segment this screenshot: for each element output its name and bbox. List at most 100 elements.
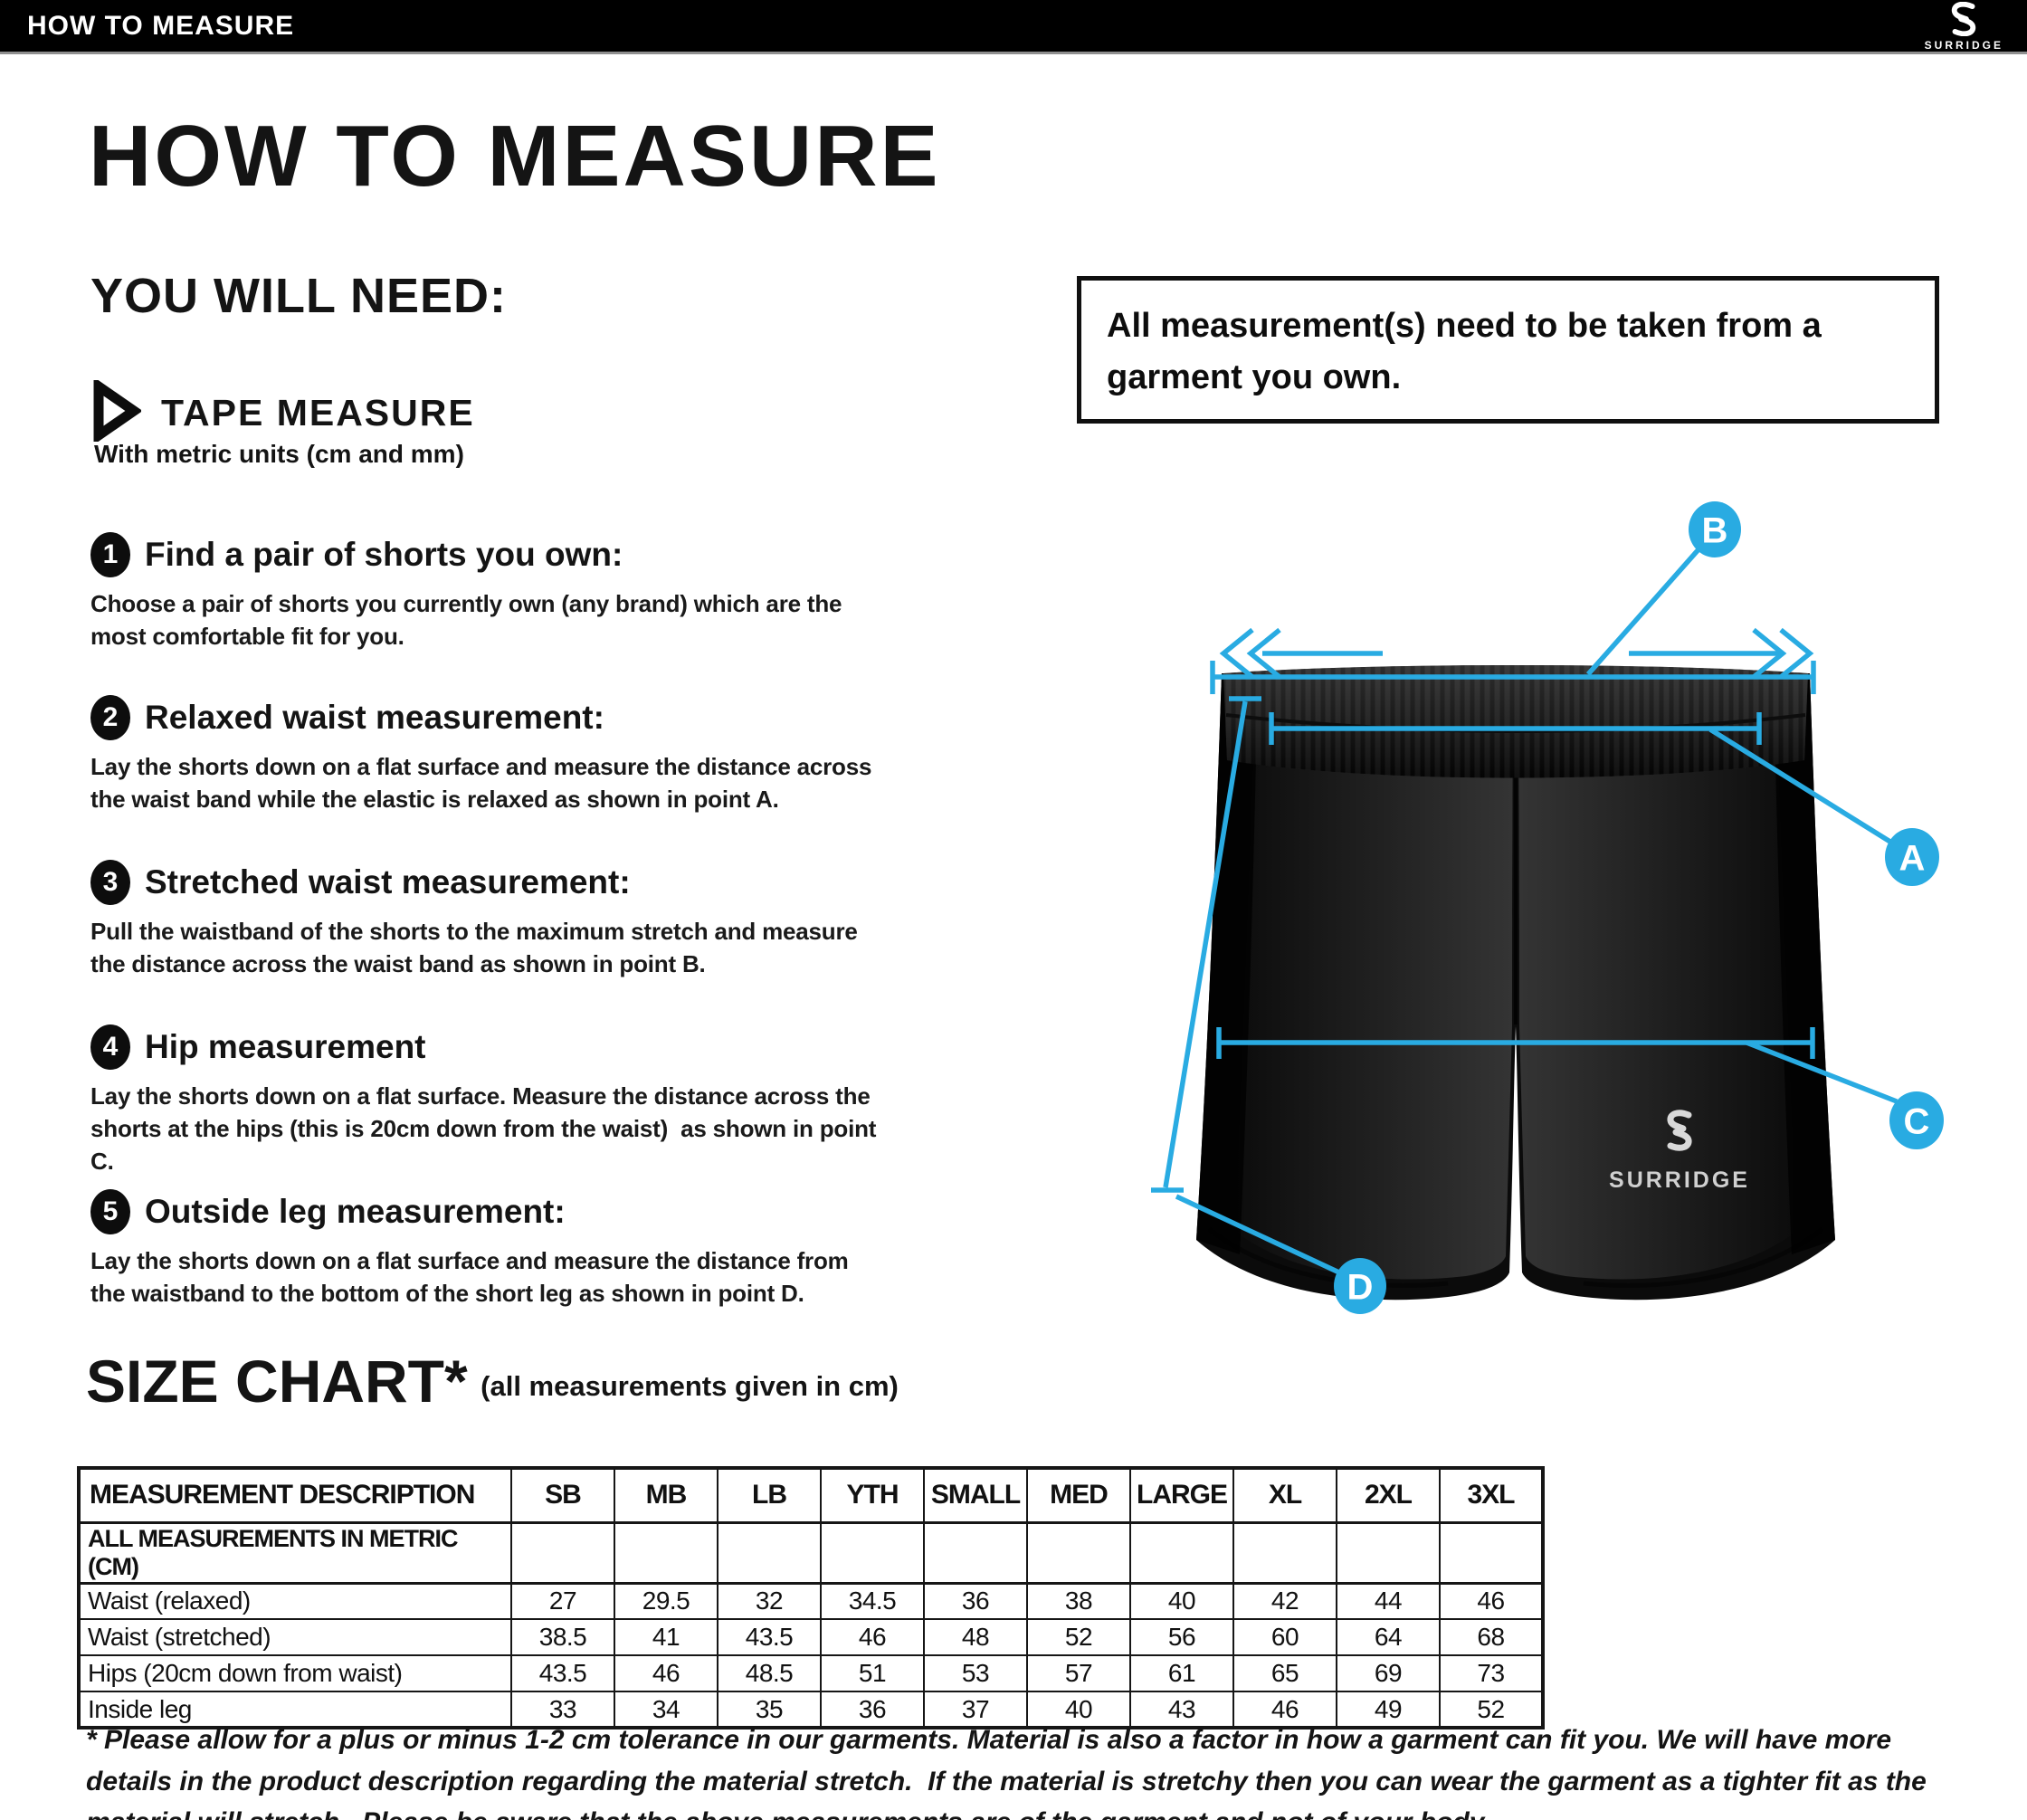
row-value: 38.5 [510,1618,615,1656]
size-chart-title: SIZE CHART* [86,1348,468,1415]
measurement-annotations [1151,547,1899,1276]
marker-A: A [1885,828,1939,886]
row-label: Hips (20cm down from waist) [78,1654,512,1692]
row-value: 36 [820,1691,925,1729]
measurement-note-box: All measurement(s) need to be taken from… [1077,276,1939,424]
step-5: 5 Outside leg measurement: Lay the short… [90,1189,887,1310]
table-row: Hips (20cm down from waist) 43.5 46 48.5 51 5… [78,1654,1544,1692]
column-header-size: MB [614,1467,718,1524]
column-header-size: 2XL [1336,1467,1441,1524]
row-value: 43.5 [510,1654,615,1692]
size-chart-subtitle: (all measurements given in cm) [481,1370,899,1402]
row-value: 29.5 [614,1582,718,1620]
row-value: 64 [1336,1618,1441,1656]
surridge-s-icon [1948,1,1979,41]
row-value: 34 [614,1691,718,1729]
page-title: HOW TO MEASURE [89,108,941,205]
step-4-title: Hip measurement [145,1028,426,1065]
tape-measure-item: TAPE MEASURE [90,376,475,446]
row-value: 46 [1232,1691,1337,1729]
marker-D: D [1334,1258,1386,1314]
column-header-size: YTH [820,1467,925,1524]
top-bar-title: HOW TO MEASURE [27,10,295,41]
row-value: 46 [820,1618,925,1656]
row-value: 53 [923,1654,1028,1692]
tolerance-footnote: * Please allow for a plus or minus 1-2 c… [86,1725,1927,1820]
step-1-number-badge: 1 [90,532,130,577]
step-1-title: Find a pair of shorts you own: [145,536,623,573]
row-value: 44 [1336,1582,1441,1620]
row-value: 73 [1439,1654,1544,1692]
column-header-description: MEASUREMENT DESCRIPTION [78,1467,512,1524]
row-value: 37 [923,1691,1028,1729]
you-will-need-heading: YOU WILL NEED: [90,269,508,323]
row-value: 40 [1129,1582,1234,1620]
row-value: 41 [614,1618,718,1656]
row-label: Waist (relaxed) [78,1582,512,1620]
row-value: 51 [820,1654,925,1692]
step-5-body: Lay the shorts down on a flat surface an… [90,1247,855,1307]
step-3-number-badge: 3 [90,860,130,905]
size-chart-table: MEASUREMENT DESCRIPTION SB MB LB YTH SMALL MED… [77,1466,1545,1729]
row-value: 46 [614,1654,718,1692]
leader-line-B [1585,547,1702,676]
tape-measure-detail: With metric units (cm and mm) [94,440,464,468]
step-2-body: Lay the shorts down on a flat surface an… [90,753,879,813]
row-value: 48.5 [717,1654,822,1692]
size-chart-heading: SIZE CHART* (all measurements given in c… [86,1347,899,1415]
row-value: 52 [1026,1618,1131,1656]
column-header-size: LB [717,1467,822,1524]
shorts-surridge-logo: SURRIDGE [1609,1110,1750,1193]
row-value: 57 [1026,1654,1131,1692]
row-value: 46 [1439,1582,1544,1620]
svg-text:D: D [1347,1267,1374,1307]
row-value: 38 [1026,1582,1131,1620]
leader-line-C [1745,1040,1899,1104]
metric-note-row: ALL MEASUREMENTS IN METRIC (CM) [78,1521,1544,1585]
step-3-body: Pull the waistband of the shorts to the … [90,918,864,977]
step-1: 1 Find a pair of shorts you own: Choose … [90,532,887,653]
top-bar: HOW TO MEASURE SURRIDGE [0,0,2027,54]
marker-B: B [1689,501,1741,557]
row-value: 43 [1129,1691,1234,1729]
measure-line-A [1269,712,1762,745]
table-row: Waist (stretched) 38.5 41 43.5 46 48 52 56 60 64 6… [78,1618,1544,1656]
shorts-logo-wordmark: SURRIDGE [1609,1167,1750,1193]
shorts-measurement-diagram: SURRIDGE [1149,471,2027,1330]
row-value: 27 [510,1582,615,1620]
surridge-wordmark: SURRIDGE [1924,39,2003,52]
row-value: 40 [1026,1691,1131,1729]
step-3: 3 Stretched waist measurement: Pull the … [90,860,887,981]
column-header-size: SMALL [923,1467,1028,1524]
marker-C: C [1889,1091,1944,1149]
row-label: Waist (stretched) [78,1618,512,1656]
row-value: 68 [1439,1618,1544,1656]
row-value: 56 [1129,1618,1234,1656]
svg-text:A: A [1899,838,1926,878]
step-4: 4 Hip measurement Lay the shorts down on… [90,1024,887,1178]
step-1-body: Choose a pair of shorts you currently ow… [90,590,849,650]
row-value: 48 [923,1618,1028,1656]
row-value: 42 [1232,1582,1337,1620]
svg-text:B: B [1702,510,1728,550]
row-label: Inside leg [78,1691,512,1729]
step-2-title: Relaxed waist measurement: [145,699,604,736]
column-header-size: XL [1232,1467,1337,1524]
row-value: 34.5 [820,1582,925,1620]
step-3-title: Stretched waist measurement: [145,863,631,900]
measure-line-C [1216,1027,1815,1059]
measure-line-B [1210,661,1816,694]
step-4-body: Lay the shorts down on a flat surface. M… [90,1082,883,1175]
row-value: 60 [1232,1618,1337,1656]
row-value: 36 [923,1582,1028,1620]
step-5-number-badge: 5 [90,1189,130,1234]
step-5-title: Outside leg measurement: [145,1193,566,1230]
row-value: 43.5 [717,1618,822,1656]
step-2: 2 Relaxed waist measurement: Lay the sho… [90,695,887,816]
svg-text:C: C [1904,1101,1930,1141]
column-header-size: 3XL [1439,1467,1544,1524]
step-4-number-badge: 4 [90,1024,130,1070]
row-value: 52 [1439,1691,1544,1729]
measure-line-D [1151,696,1261,1193]
